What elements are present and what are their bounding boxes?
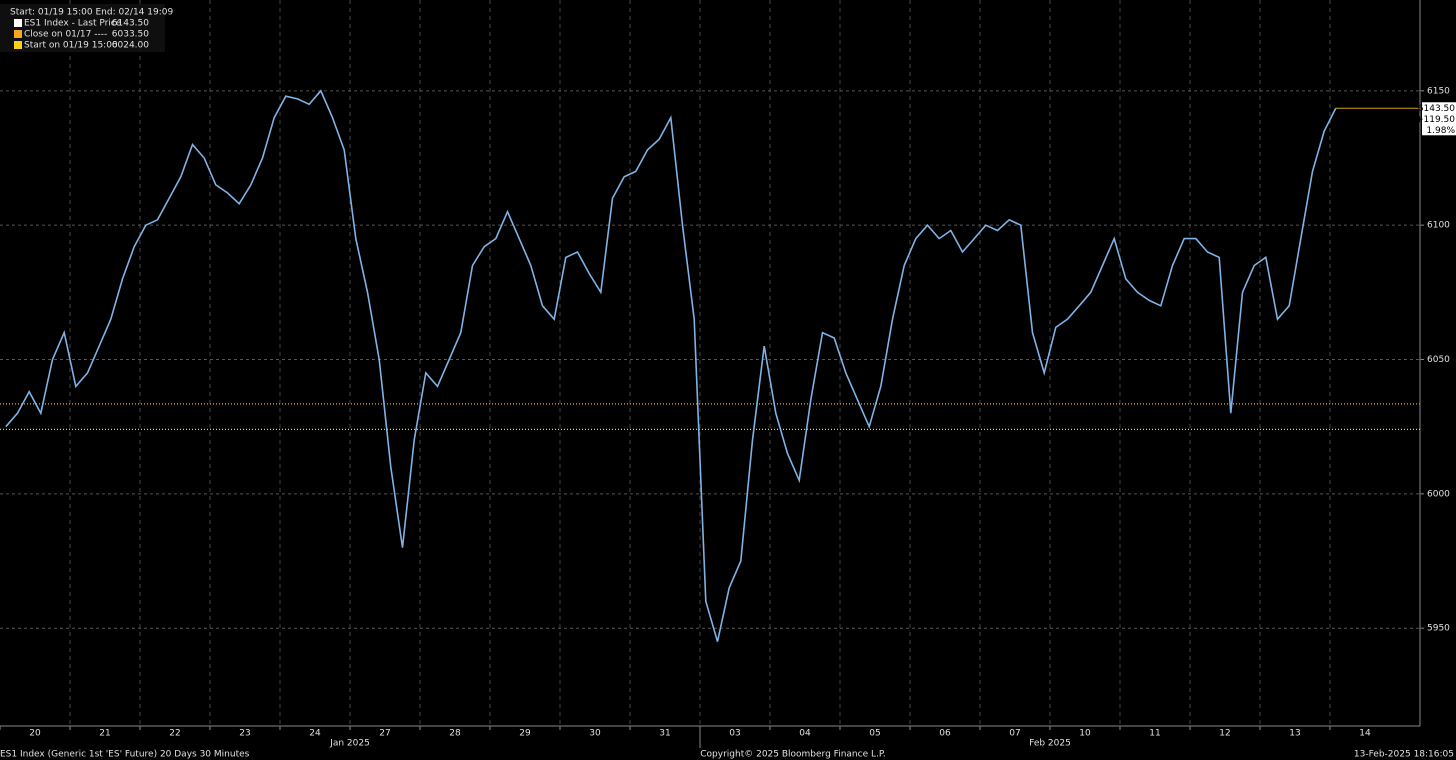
- legend-value: 6143.50: [112, 19, 149, 29]
- x-tick-label: 03: [729, 729, 740, 739]
- y-tick-label: 5950: [1427, 624, 1450, 634]
- x-tick-label: 23: [239, 729, 250, 739]
- legend-swatch: [14, 30, 22, 38]
- x-tick-label: 20: [29, 729, 41, 739]
- x-tick-label: 05: [869, 729, 880, 739]
- month-label: Feb 2025: [1029, 739, 1071, 749]
- legend-label: Start on 01/19 15:00: [24, 41, 118, 51]
- legend-value: 6033.50: [112, 30, 149, 40]
- x-tick-label: 04: [799, 729, 811, 739]
- y-tick-label: 6050: [1427, 355, 1450, 365]
- footer-center: Copyright© 2025 Bloomberg Finance L.P.: [700, 750, 885, 760]
- legend-value: 6024.00: [112, 41, 149, 51]
- x-tick-label: 13: [1289, 729, 1300, 739]
- footer-right: 13-Feb-2025 18:16:05: [1354, 750, 1454, 760]
- x-tick-label: 22: [169, 729, 180, 739]
- y-tick-label: 6150: [1427, 86, 1450, 96]
- x-tick-label: 21: [99, 729, 110, 739]
- x-tick-label: 07: [1009, 729, 1020, 739]
- x-tick-label: 06: [939, 729, 951, 739]
- legend-box: [0, 4, 165, 52]
- legend-swatch: [14, 19, 22, 27]
- month-label: Jan 2025: [329, 739, 370, 749]
- last-price-label: 6143.50: [1418, 104, 1455, 114]
- price-line: [5, 89, 1337, 642]
- y-tick-label: 6100: [1427, 221, 1450, 231]
- y-tick-label: 6000: [1427, 489, 1450, 499]
- x-tick-label: 10: [1079, 729, 1091, 739]
- footer-left: ES1 Index (Generic 1st 'ES' Future) 20 D…: [0, 750, 250, 760]
- legend-label: Close on 01/17 ----: [24, 30, 107, 40]
- x-tick-label: 27: [379, 729, 390, 739]
- x-tick-label: 24: [309, 729, 321, 739]
- x-tick-label: 31: [659, 729, 670, 739]
- x-tick-label: 30: [589, 729, 601, 739]
- x-tick-label: 29: [519, 729, 531, 739]
- legend-label: ES1 Index - Last Price: [24, 19, 122, 29]
- legend-header: Start: 01/19 15:00 End: 02/14 19:09: [10, 8, 173, 18]
- x-tick-label: 28: [449, 729, 461, 739]
- change-label: +119.50: [1416, 115, 1455, 125]
- x-tick-label: 14: [1359, 729, 1371, 739]
- last-price-box: [1422, 102, 1456, 136]
- x-tick-label: 11: [1149, 729, 1160, 739]
- change-pct-label: 1.98%: [1426, 126, 1455, 136]
- x-tick-label: 12: [1219, 729, 1230, 739]
- legend-swatch: [14, 41, 22, 49]
